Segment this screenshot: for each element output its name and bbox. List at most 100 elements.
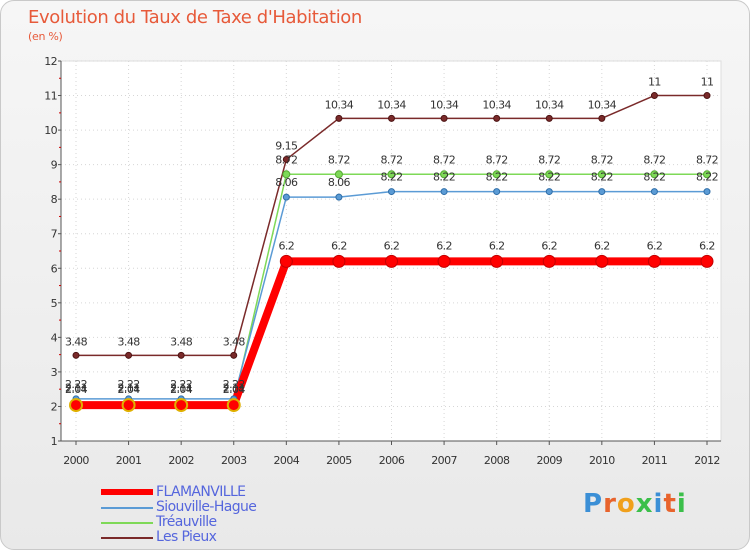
data-label-siouville-hague: 8.06 <box>275 176 298 189</box>
data-point-flamanville <box>700 254 714 268</box>
data-label-flamanville: 2.04 <box>118 383 141 396</box>
y-tick-label: 8 <box>51 193 58 206</box>
data-label-les-pieux: 10.34 <box>325 98 354 111</box>
x-tick-label: 2009 <box>536 454 562 467</box>
data-label-les-pieux: 10.34 <box>377 98 406 111</box>
data-label-siouville-hague: 8.22 <box>591 171 613 184</box>
data-point-les-pieux <box>282 155 290 163</box>
data-point-treauville <box>334 170 343 179</box>
data-label-siouville-hague: 8.22 <box>643 171 665 184</box>
data-point-siouville-hague <box>598 188 606 196</box>
legend-swatch-les-pieux <box>101 537 153 539</box>
data-point-les-pieux <box>177 351 185 359</box>
data-label-les-pieux: 3.48 <box>223 335 246 348</box>
x-tick-label: 2006 <box>379 454 405 467</box>
data-point-siouville-hague <box>493 188 501 196</box>
data-label-treauville: 2.11 <box>170 382 192 395</box>
x-tick-label: 2000 <box>63 454 89 467</box>
data-label-les-pieux: 10.34 <box>430 98 459 111</box>
data-point-les-pieux <box>545 114 553 122</box>
data-point-treauville <box>650 170 659 179</box>
data-point-les-pieux <box>703 92 711 100</box>
data-point-siouville-hague <box>440 188 448 196</box>
data-point-les-pieux <box>335 114 343 122</box>
y-tick-label: 6 <box>51 262 58 275</box>
data-label-treauville: 8.72 <box>433 153 455 166</box>
data-label-treauville: 8.72 <box>328 153 350 166</box>
data-label-flamanville: 6.2 <box>436 239 452 252</box>
legend-label-les-pieux: Les Pieux <box>156 529 217 545</box>
data-point-treauville <box>387 170 396 179</box>
x-tick-label: 2004 <box>274 454 300 467</box>
data-point-flamanville <box>121 398 136 413</box>
x-tick-label: 2012 <box>694 454 720 467</box>
legend-swatch-flamanville <box>101 489 153 495</box>
data-label-treauville: 2.11 <box>65 382 87 395</box>
x-tick-label: 2002 <box>168 454 194 467</box>
data-label-flamanville: 6.2 <box>278 239 294 252</box>
data-label-siouville-hague: 2.22 <box>118 378 140 391</box>
logo-letter: i <box>676 489 687 519</box>
data-label-siouville-hague: 2.22 <box>65 378 87 391</box>
data-point-flamanville <box>279 254 293 268</box>
data-point-les-pieux <box>598 114 606 122</box>
data-label-les-pieux: 3.48 <box>65 335 88 348</box>
data-label-les-pieux: 10.34 <box>482 98 511 111</box>
data-point-les-pieux <box>72 351 80 359</box>
legend-item-siouville-hague: Siouville-Hague <box>101 499 361 515</box>
logo-letter: r <box>603 489 617 519</box>
legend-item-flamanville: FLAMANVILLE <box>101 484 361 500</box>
data-point-flamanville <box>332 254 346 268</box>
chart-subtitle: (en %) <box>28 30 63 43</box>
data-label-les-pieux: 10.34 <box>535 98 564 111</box>
data-label-les-pieux: 3.48 <box>118 335 141 348</box>
data-label-treauville: 8.72 <box>380 153 402 166</box>
data-point-treauville <box>545 170 554 179</box>
y-tick-label: 3 <box>51 366 58 379</box>
data-point-siouville-hague <box>388 188 395 196</box>
data-label-siouville-hague: 8.22 <box>486 171 508 184</box>
legend-label-flamanville: FLAMANVILLE <box>156 484 246 500</box>
data-point-siouville-hague <box>703 188 711 196</box>
data-label-les-pieux: 9.15 <box>275 139 298 152</box>
x-tick-label: 2011 <box>642 454 668 467</box>
data-point-treauville <box>492 170 501 179</box>
data-point-flamanville <box>647 254 661 268</box>
data-label-siouville-hague: 8.22 <box>696 171 718 184</box>
data-point-flamanville <box>385 254 398 268</box>
legend-item-treauville: Tréauville <box>101 514 361 530</box>
data-label-flamanville: 6.2 <box>489 239 505 252</box>
y-tick-label: 7 <box>51 228 58 241</box>
data-label-siouville-hague: 8.22 <box>433 171 455 184</box>
legend: FLAMANVILLE Siouville-Hague Tréauville L… <box>101 484 361 545</box>
data-point-treauville <box>282 170 291 179</box>
y-tick-label: 9 <box>51 159 58 172</box>
data-label-flamanville: 6.2 <box>647 239 663 252</box>
x-tick-label: 2008 <box>484 454 510 467</box>
x-tick-label: 2010 <box>589 454 615 467</box>
data-label-flamanville: 6.2 <box>384 239 400 252</box>
data-label-les-pieux: 11 <box>701 76 714 89</box>
data-point-treauville <box>440 170 449 179</box>
y-tick-label: 1 <box>51 435 57 448</box>
data-label-flamanville: 2.04 <box>223 383 246 396</box>
data-label-flamanville: 2.04 <box>65 383 88 396</box>
proxiti-logo: Proxiti <box>583 489 687 519</box>
data-label-treauville: 2.11 <box>118 382 140 395</box>
data-point-flamanville <box>226 398 241 413</box>
data-label-treauville: 8.72 <box>275 153 297 166</box>
data-label-siouville-hague: 8.06 <box>328 176 351 189</box>
logo-letter: o <box>616 489 636 519</box>
legend-label-treauville: Tréauville <box>156 514 217 530</box>
data-label-treauville: 8.72 <box>538 153 560 166</box>
y-tick-label: 5 <box>51 297 58 310</box>
data-label-siouville-hague: 8.22 <box>538 171 560 184</box>
data-point-les-pieux <box>493 114 501 122</box>
data-point-siouville-hague <box>650 188 658 196</box>
data-point-les-pieux <box>440 114 448 122</box>
data-label-siouville-hague: 2.22 <box>170 378 192 391</box>
data-label-flamanville: 2.04 <box>170 383 193 396</box>
data-point-siouville-hague <box>335 193 343 201</box>
x-tick-label: 2007 <box>431 454 457 467</box>
